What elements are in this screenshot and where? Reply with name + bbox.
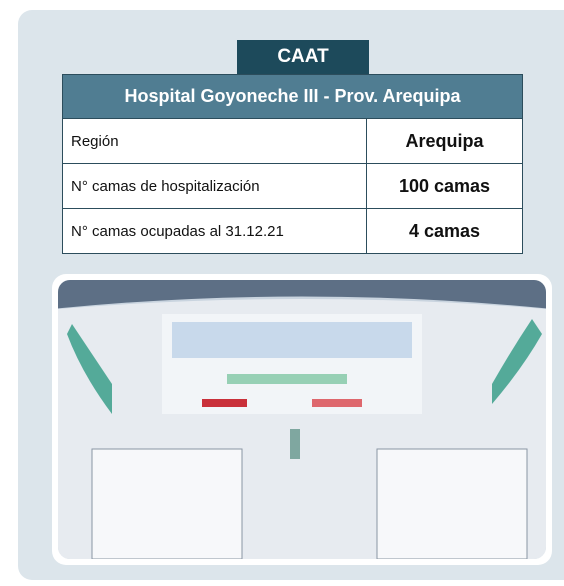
info-table: Hospital Goyoneche III - Prov. Arequipa … xyxy=(62,74,523,254)
cell-value: 100 camas xyxy=(398,175,491,196)
tab-label: CAAT xyxy=(237,40,369,74)
table-title: Hospital Goyoneche III - Prov. Arequipa xyxy=(63,75,522,119)
photo-frame xyxy=(52,274,552,565)
cell-value: Arequipa xyxy=(405,130,484,151)
table-row: N° camas de hospitalización 100 camas xyxy=(63,164,522,209)
cell-value: 4 camas xyxy=(408,220,481,241)
table-row: Región Arequipa xyxy=(63,119,522,164)
cell-label: N° camas de hospitalización xyxy=(63,164,367,208)
table-row: N° camas ocupadas al 31.12.21 4 camas xyxy=(63,209,522,253)
cell-label: Región xyxy=(63,119,367,163)
photo xyxy=(58,280,546,559)
cell-label: N° camas ocupadas al 31.12.21 xyxy=(63,209,367,253)
